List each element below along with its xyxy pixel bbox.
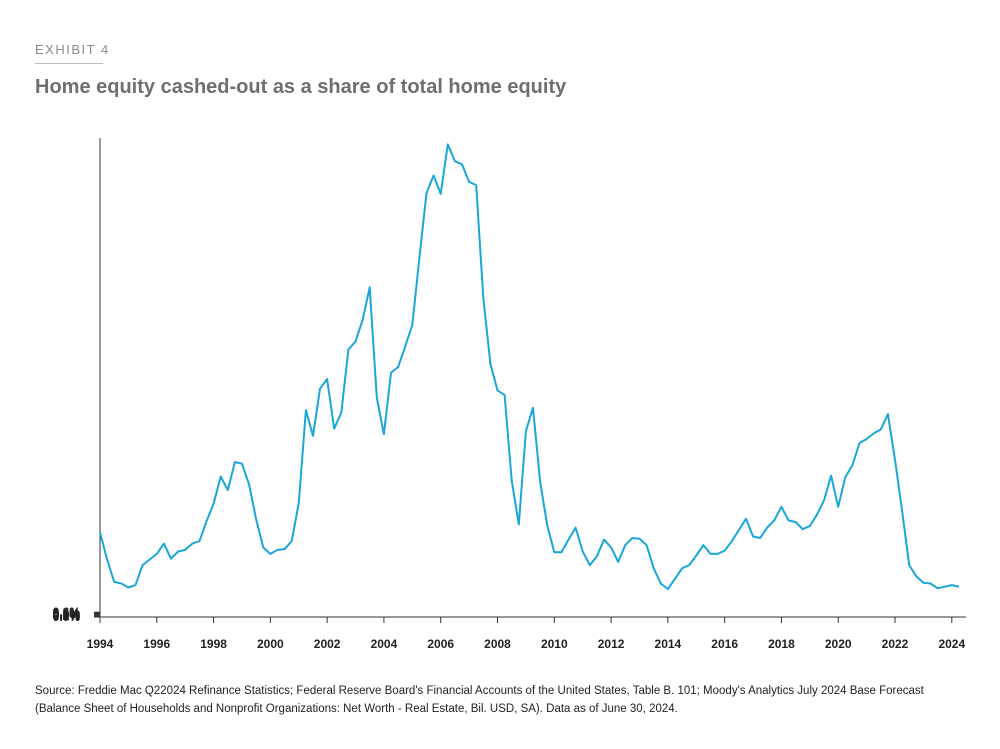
x-tick-label: 2012 <box>598 637 625 651</box>
exhibit-divider <box>35 63 103 64</box>
x-tick-label: 2024 <box>938 637 965 651</box>
y-tick-label: 0.0% <box>53 610 81 624</box>
series-line <box>99 143 960 591</box>
chart-axes <box>99 138 966 618</box>
line-chart: 1994 1996 1998 2000 2002 2004 2006 2008 2010 2012… <box>53 138 966 651</box>
x-tick-label: 2018 <box>768 637 795 651</box>
x-tick-label: 1998 <box>200 637 227 651</box>
x-tick-label: 2010 <box>541 637 568 651</box>
x-tick-label: 2022 <box>882 637 909 651</box>
x-tick-label: 2020 <box>825 637 852 651</box>
x-tick-label: 1994 <box>87 637 114 651</box>
y-tick-label: 0.3% <box>53 608 81 622</box>
x-tick-label: 1996 <box>143 637 170 651</box>
x-tick-label: 2014 <box>655 637 682 651</box>
y-tick-label: 0.4% <box>53 607 81 621</box>
x-tick-label: 2006 <box>427 637 454 651</box>
chart-title: Home equity cashed-out as a share of tot… <box>35 76 567 98</box>
x-tick-label: 2000 <box>257 637 284 651</box>
x-tick-label: 2016 <box>711 637 738 651</box>
source-note: Source: Freddie Mac Q22024 Refinance Sta… <box>35 685 924 715</box>
exhibit-label: EXHIBIT 4 <box>35 42 110 57</box>
y-axis-ticks: 0.0%0.1%0.2%0.3%0.4%0.5%0.6% <box>53 605 100 624</box>
x-axis-ticks: 1994 1996 1998 2000 2002 2004 2006 2008 2010 2012… <box>87 617 965 651</box>
x-tick-label: 2004 <box>371 637 398 651</box>
y-tick-label: 0.6% <box>53 605 81 619</box>
y-tick-label: 0.1% <box>53 609 81 623</box>
x-tick-label: 2008 <box>484 637 511 651</box>
x-tick-label: 2002 <box>314 637 341 651</box>
y-tick-label: 0.5% <box>53 606 81 620</box>
y-tick-label: 0.2% <box>53 608 81 622</box>
